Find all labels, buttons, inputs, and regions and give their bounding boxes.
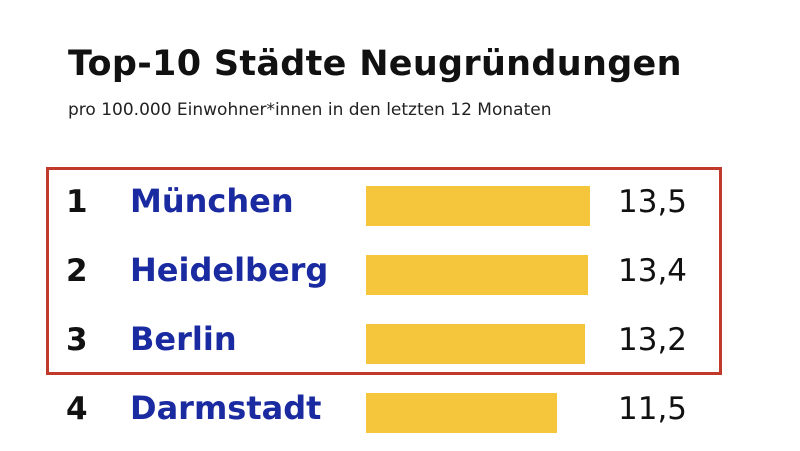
city-label: Berlin: [130, 320, 237, 358]
bar-row: 2 Heidelberg 13,4: [0, 243, 800, 303]
city-label: Darmstadt: [130, 389, 322, 427]
chart-subtitle: pro 100.000 Einwohner*innen in den letzt…: [68, 100, 552, 120]
rank-label: 3: [66, 322, 88, 358]
value-label: 13,2: [618, 322, 688, 358]
value-bar: [366, 393, 557, 433]
chart-title: Top-10 Städte Neugründungen: [68, 44, 682, 84]
bar-row: 4 Darmstadt 11,5: [0, 381, 800, 441]
city-label: Heidelberg: [130, 251, 329, 289]
bar-row: 3 Berlin 13,2: [0, 312, 800, 372]
value-label: 13,4: [618, 253, 688, 289]
bar-row: 1 München 13,5: [0, 174, 800, 234]
rank-label: 4: [66, 391, 88, 427]
value-bar: [366, 255, 588, 295]
value-bar: [366, 324, 585, 364]
top-three-highlight-box: [46, 167, 722, 375]
value-label: 13,5: [618, 184, 688, 220]
value-bar: [366, 186, 590, 226]
city-label: München: [130, 182, 294, 220]
rank-label: 1: [66, 184, 88, 220]
value-label: 11,5: [618, 391, 688, 427]
rank-label: 2: [66, 253, 88, 289]
